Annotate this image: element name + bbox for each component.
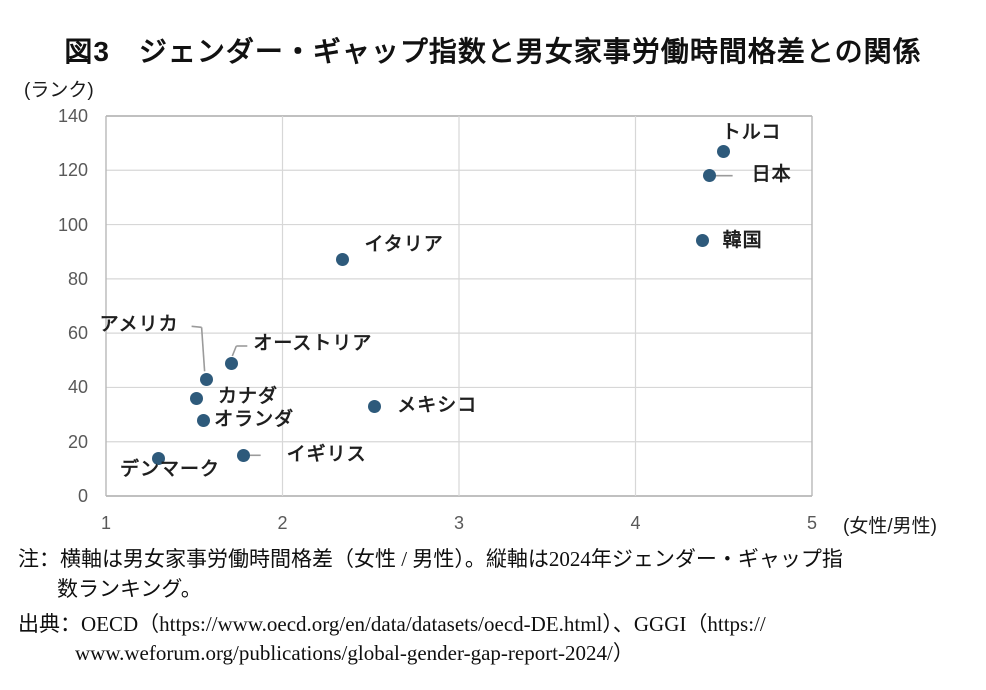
note-line-2: 数ランキング。	[57, 577, 202, 601]
y-tick-label: 100	[57, 214, 88, 235]
y-tick-label: 20	[67, 431, 88, 452]
x-tick-label: 1	[100, 513, 111, 533]
data-point	[237, 448, 251, 462]
y-tick-label: 80	[67, 268, 88, 289]
y-tick-label: 60	[67, 323, 88, 344]
point-label: アメリカ	[99, 314, 179, 336]
data-point	[336, 253, 349, 267]
x-tick-label: 4	[630, 513, 641, 533]
data-point	[696, 234, 710, 248]
label-leader-line	[191, 325, 202, 329]
data-point	[152, 451, 166, 465]
x-tick-label: 3	[453, 513, 464, 533]
chart-title: 図3 ジェンダー・ギャップ指数と男女家事労働時間格差との関係	[64, 36, 922, 67]
source-line-2: www.weforum.org/publications/global-gend…	[75, 641, 634, 665]
data-point	[189, 391, 203, 405]
data-point	[367, 399, 381, 413]
data-point	[224, 356, 238, 370]
y-tick-label: 40	[67, 377, 88, 398]
y-axis-unit-label: (ランク)	[24, 80, 94, 101]
y-tick-label: 140	[57, 106, 88, 126]
point-label: カナダ	[218, 386, 279, 408]
point-label: オランダ	[214, 409, 295, 430]
data-point	[196, 413, 210, 427]
point-label: デンマーク	[119, 459, 220, 480]
y-tick-label: 0	[77, 486, 88, 506]
point-label: メキシコ	[397, 395, 478, 417]
label-leader-line	[200, 327, 206, 372]
label-leader-line	[231, 345, 238, 357]
data-point	[717, 144, 731, 158]
point-label: 日本	[751, 163, 792, 185]
point-label: 韓国	[722, 229, 763, 251]
point-label: イギリス	[286, 444, 367, 466]
x-tick-label: 2	[277, 513, 288, 533]
source-line-1: 出典：OECD（https://www.oecd.org/en/data/dat…	[18, 612, 766, 636]
point-label: オーストリア	[253, 333, 373, 354]
data-point	[703, 169, 717, 183]
x-tick-label: 5	[806, 513, 817, 533]
x-axis-unit-label: (女性/男性)	[843, 516, 937, 537]
data-point	[200, 372, 214, 386]
y-tick-label: 120	[57, 160, 88, 181]
point-label: イタリア	[364, 233, 444, 255]
point-label: トルコ	[721, 122, 782, 144]
note-line-1: 注：横軸は男女家事労働時間格差（女性 / 男性）。縦軸は2024年ジェンダー・ギ…	[18, 547, 843, 571]
